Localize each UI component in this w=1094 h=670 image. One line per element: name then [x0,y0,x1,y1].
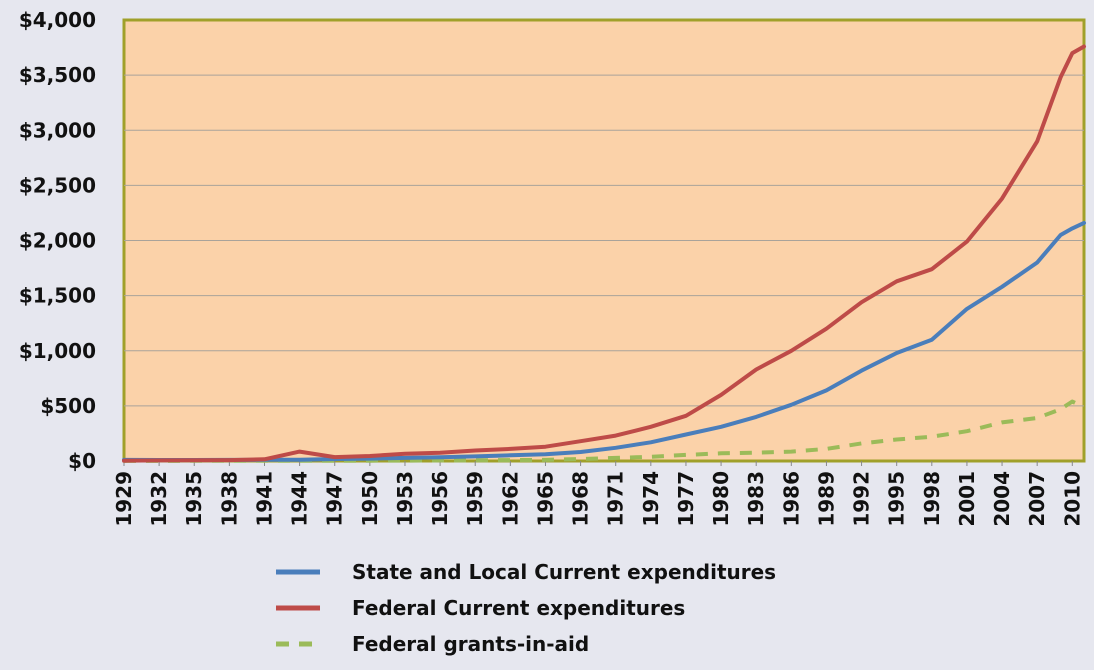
gridlines [124,74,1084,407]
y-axis: $0 $500 $1,000 $1,500 $2,000 $2,500 $3,000 $3,5… [19,8,96,473]
y-tick-label: $2,500 [19,173,96,197]
series-line [124,399,1085,463]
x-tick-label: 1947 [323,471,347,527]
y-tick-label: $1,000 [19,339,96,363]
y-tick-label: $500 [40,394,96,418]
x-tick-label: 1938 [217,471,241,527]
y-tick-label: $0 [68,449,96,473]
x-tick-label: 1968 [569,471,593,527]
x-tick-label: 1956 [428,471,452,527]
x-tick-label: 1998 [920,471,944,527]
series-line [122,220,1086,462]
x-tick-label: 2004 [990,471,1014,527]
x-tick-label: 1965 [533,471,557,527]
x-tick-label: 1980 [709,471,733,527]
y-tick-label: $4,000 [19,8,96,32]
y-tick-label: $1,500 [19,284,96,308]
series-line [122,44,1086,463]
x-tick-label: 1983 [744,471,768,527]
x-tick-label: 1950 [358,471,382,527]
y-tick-label: $3,000 [19,118,96,142]
x-tick-label: 1971 [604,471,628,527]
x-tick-label: 1989 [814,471,838,527]
x-tick-label: 1929 [112,471,136,527]
x-tick-label: 2007 [1025,471,1049,527]
x-tick-label: 1977 [674,471,698,527]
x-tick-label: 2001 [955,471,979,527]
x-tick-label: 1962 [498,471,522,527]
series-lines [122,44,1086,463]
y-tick-label: $2,000 [19,229,96,253]
legend-label: Federal grants-in-aid [352,632,589,656]
legend-label: State and Local Current expenditures [352,560,776,584]
legend: State and Local Current expenditures Fede… [276,560,776,656]
x-tick-label: 1941 [252,471,276,527]
x-tick-label: 1986 [779,471,803,527]
x-tick-label: 1935 [182,471,206,527]
x-tick-label: 1932 [147,471,171,527]
y-tick-label: $3,500 [19,63,96,87]
legend-label: Federal Current expenditures [352,596,685,620]
x-tick-label: 1959 [463,471,487,527]
x-tick-label: 1995 [885,471,909,527]
x-axis: 1929 1932 1935 1938 1941 1944 1947 1950 1953 1956… [112,461,1084,527]
x-tick-label: 1944 [288,471,312,527]
x-tick-label: 1992 [850,471,874,527]
x-tick-label: 1974 [639,471,663,527]
x-tick-label: 1953 [393,471,417,527]
x-tick-label: 2010 [1060,471,1084,527]
